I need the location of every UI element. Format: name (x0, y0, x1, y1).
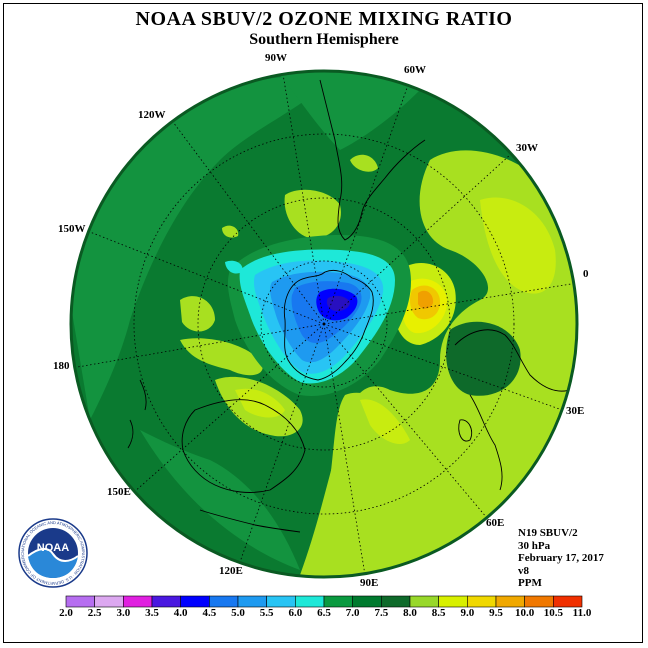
colorbar-tick-label: 9.0 (460, 607, 475, 619)
colorbar-tick-label: 8.0 (403, 607, 417, 619)
region-6-5-north (280, 71, 420, 150)
colorbar-swatch (180, 595, 210, 608)
map-boundary (69, 69, 579, 579)
lat-circle-40S (133, 133, 515, 515)
lon-label-150W: 150W (58, 223, 86, 235)
region-8-0-tongue (360, 399, 410, 445)
region-7-5-north-c (222, 225, 239, 238)
lon-label-90E: 90E (360, 577, 379, 589)
lon-label-60W: 60W (404, 64, 426, 76)
region-7-5-north-b (350, 154, 378, 172)
region-9-5-core (418, 290, 434, 309)
colorbar-swatch (495, 595, 525, 608)
region-8-0-east (480, 197, 556, 294)
colorbar-tick-label: 5.5 (259, 607, 274, 619)
colorbar-tick-label: 7.0 (345, 607, 360, 619)
region-7-0-africa (446, 321, 521, 396)
coast-south-america (319, 79, 426, 241)
colorbar-swatch (266, 595, 296, 608)
lon-label-90W: 90W (265, 52, 287, 64)
info-block: N19 SBUV/2 30 hPa February 17, 2017 v8 P… (518, 527, 604, 590)
ozone-field (71, 71, 577, 577)
region-6-5-south (140, 430, 300, 570)
lon-label-120W: 120W (138, 109, 166, 121)
meridian-30W (323, 154, 511, 325)
colorbar-tick-label: 4.5 (202, 607, 217, 619)
colorbar-tick-label: 2.0 (59, 607, 73, 619)
colorbar-swatch (524, 595, 554, 608)
coast-indonesia (199, 509, 301, 533)
coastlines (127, 79, 576, 533)
lon-label-60E: 60E (486, 517, 505, 529)
noaa-logo: NOAA NATIONAL OCEANIC AND ATMOSPHERIC AD… (18, 518, 88, 588)
region-7-5-north-a (284, 189, 341, 239)
meridian-180 (71, 323, 325, 369)
coast-africa (454, 329, 576, 491)
region-7-5-south (328, 392, 470, 577)
coast-australia (181, 399, 306, 493)
lon-label-30W: 30W (516, 142, 538, 154)
colorbar-tick-label: 6.0 (288, 607, 303, 619)
colorbar-tick-label: 4.0 (173, 607, 188, 619)
info-version: v8 (518, 564, 529, 577)
colorbar-swatch (295, 595, 325, 608)
colorbar-swatch (151, 595, 181, 608)
colorbar-swatch (409, 595, 439, 608)
lon-label-150E: 150E (107, 486, 131, 498)
colorbar-tick-label: 9.5 (489, 607, 503, 619)
lat-circle-60S (197, 197, 451, 451)
colorbar-tick-label: 3.0 (116, 607, 131, 619)
map-title: NOAA SBUV/2 OZONE MIXING RATIO (135, 8, 513, 30)
colorbar-swatch (438, 595, 468, 608)
colorbar-tick-label: 10.0 (515, 607, 535, 619)
info-level: 30 hPa (518, 539, 551, 552)
lon-label-180: 180 (53, 360, 70, 372)
info-date: February 17, 2017 (518, 552, 604, 564)
colorbar-swatch (352, 595, 382, 608)
colorbar-tick-label: 5.0 (231, 607, 245, 619)
colorbar-tick-label: 7.5 (374, 607, 389, 619)
coast-madagascar (458, 419, 473, 442)
lon-label-30E: 30E (566, 405, 585, 417)
meridian-150E (132, 323, 325, 494)
colorbar-swatch (209, 595, 239, 608)
colorbar-swatch (65, 595, 95, 608)
coast-new-zealand (127, 379, 147, 449)
logo-text: NOAA (37, 542, 69, 554)
coast-antarctica (283, 269, 374, 381)
colorbar-swatch (123, 595, 153, 608)
map-subtitle: Southern Hemisphere (249, 31, 399, 48)
colorbar-swatch (323, 595, 353, 608)
colorbar-swatch (94, 595, 124, 608)
colorbar-tick-label: 2.5 (87, 607, 102, 619)
lon-label-120E: 120E (219, 565, 243, 577)
figure-frame (3, 3, 643, 643)
colorbar-swatch (381, 595, 411, 608)
colorbar (65, 595, 583, 608)
colorbar-tick-label: 8.5 (431, 607, 446, 619)
info-instrument: N19 SBUV/2 (518, 527, 578, 539)
region-6-5-west (71, 76, 330, 420)
colorbar-tick-label: 11.0 (572, 607, 592, 619)
colorbar-swatch (553, 595, 583, 608)
lon-label-0: 0 (583, 268, 589, 280)
graticule (71, 73, 577, 576)
colorbar-tick-label: 3.5 (145, 607, 159, 619)
region-7-5-west-b (180, 338, 263, 376)
info-units: PPM (518, 577, 542, 589)
region-3-5-pole (326, 295, 350, 312)
region-5-5-islet (225, 260, 243, 274)
lat-circle-80S (260, 260, 388, 388)
colorbar-swatch (237, 595, 267, 608)
colorbar-swatch (467, 595, 497, 608)
colorbar-tick-label: 6.5 (317, 607, 331, 619)
colorbar-tick-label: 10.5 (543, 607, 563, 619)
region-7-5-west-a (180, 296, 215, 332)
meridian-0 (323, 282, 577, 325)
